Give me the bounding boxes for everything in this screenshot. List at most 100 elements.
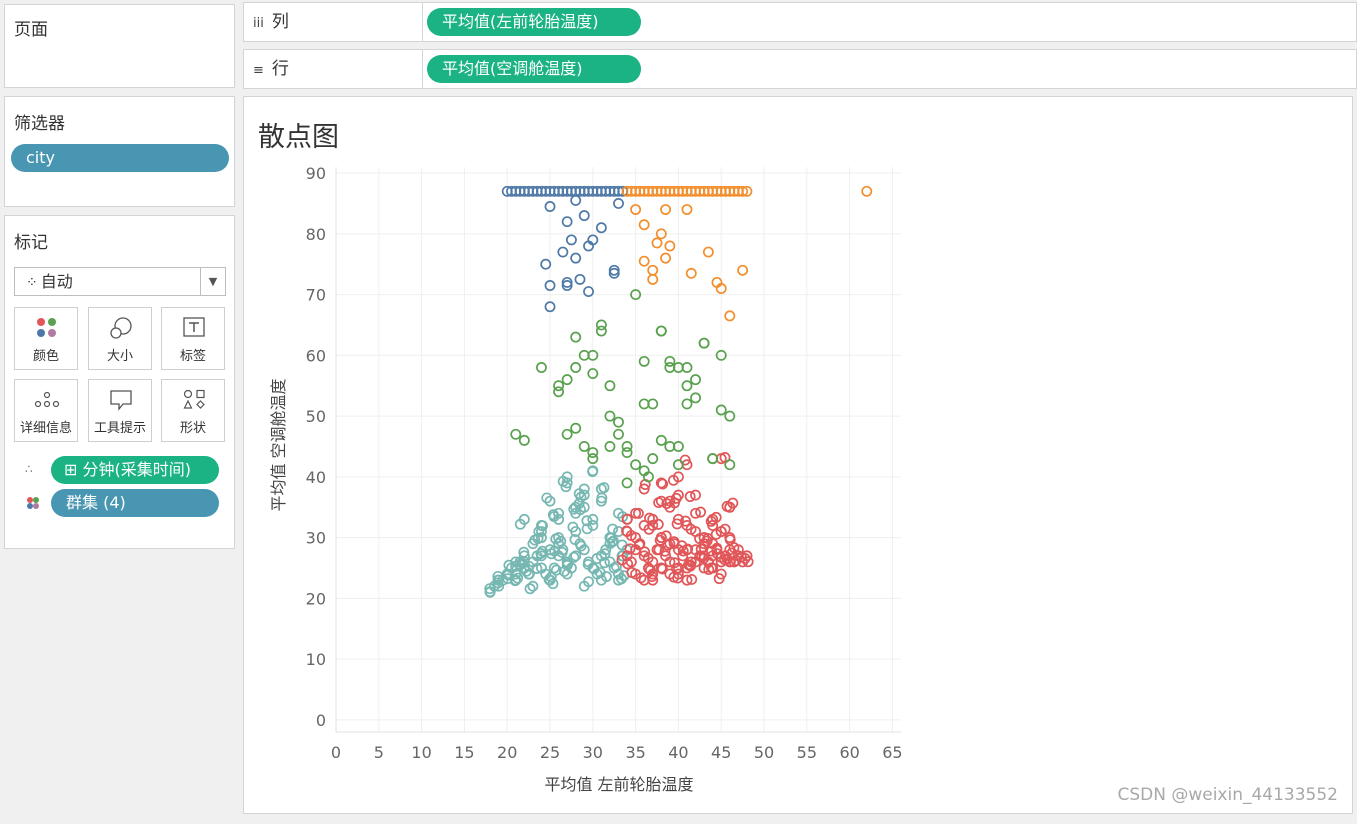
marks-panel[interactable]: 标记 ⁘ 自动 ▼ 颜色 大小 标签 详细信息 [4, 215, 235, 549]
marks-color-button[interactable]: 颜色 [14, 307, 78, 370]
scatter-point-teal [575, 540, 587, 552]
scatter-point-blue [578, 210, 590, 222]
detail-icon: ∴ [25, 462, 33, 476]
scatter-point-orange [737, 264, 749, 276]
marks-field-minute[interactable]: ⊞ 分钟(采集时间) [51, 456, 219, 484]
y-tick-label: 20 [306, 589, 326, 608]
scatter-point-green [690, 374, 701, 386]
y-tick-label: 10 [306, 650, 326, 669]
scatter-point-red [646, 571, 658, 583]
scatter-point-red [690, 507, 701, 519]
scatter-point-blue [570, 194, 582, 206]
scatter-point-green [715, 349, 727, 361]
scatter-point-teal [575, 491, 587, 503]
scatter-point-red [662, 539, 674, 551]
rows-shelf-label: ≡ 行 [244, 50, 423, 88]
scatter-point-orange [651, 237, 663, 249]
scatter-point-orange [630, 204, 642, 215]
x-tick-label: 45 [711, 743, 731, 762]
chevron-down-icon[interactable]: ▼ [200, 268, 225, 295]
scatter-point-teal [581, 515, 593, 527]
scatter-point-green [587, 368, 599, 380]
mark-type-dropdown[interactable]: ⁘ 自动 ▼ [14, 267, 226, 296]
scatter-point-red [624, 543, 636, 555]
scatter-point-blue [608, 267, 620, 279]
scatter-point-orange [660, 204, 672, 215]
scatter-point-teal [569, 534, 581, 545]
y-tick-label: 80 [306, 225, 326, 244]
scatter-point-blue [561, 276, 573, 288]
scatter-point-green [595, 325, 607, 337]
scatter-point-teal [535, 548, 547, 559]
y-tick-label: 90 [306, 164, 326, 183]
scatter-point-red [669, 557, 680, 569]
scatter-point-green [613, 428, 624, 440]
view-panel[interactable]: 散点图 0 5 10 15 20 25 30 35 40 45 50 55 60 65 0 10 20 30 40 5… [243, 96, 1353, 814]
scatter-point-orange [655, 228, 667, 240]
scatter-point-teal [556, 546, 568, 558]
scatter-point-green [604, 380, 616, 392]
shape-icon [183, 389, 205, 409]
scatter-point-teal [598, 482, 610, 494]
marks-tooltip-button[interactable]: 工具提示 [88, 379, 152, 442]
scatter-point-blue [583, 286, 594, 297]
marks-field-cluster[interactable]: 群集 (4) [51, 489, 219, 517]
scatter-point-teal [516, 557, 528, 569]
scatter-chart[interactable]: 0 5 10 15 20 25 30 35 40 45 50 55 60 65 0 10 20 30 40 50 60 7… [244, 97, 1352, 813]
scatter-point-red [632, 507, 644, 519]
scatter-point-red [682, 543, 694, 555]
scatter-point-red [655, 477, 667, 489]
scatter-point-red [653, 497, 665, 509]
marks-panel-title: 标记 [14, 233, 48, 253]
scatter-point-teal [574, 504, 586, 515]
x-tick-label: 35 [625, 743, 645, 762]
scatter-point-red [652, 518, 664, 530]
scatter-point-green [630, 459, 642, 471]
size-icon [110, 317, 132, 339]
columns-shelf[interactable]: iii 列 平均值(左前轮胎温度) [243, 2, 1357, 42]
scatter-point-teal [492, 570, 504, 582]
scatter-point-teal [523, 568, 535, 580]
marks-size-button[interactable]: 大小 [88, 307, 152, 370]
scatter-point-red [711, 548, 723, 560]
x-axis-title: 平均值 左前轮胎温度 [544, 775, 693, 794]
scatter-point-blue [570, 252, 582, 264]
scatter-point-red [721, 500, 733, 512]
scatter-point-green [604, 441, 616, 452]
scatter-point-green [570, 422, 582, 434]
rows-pill[interactable]: 平均值(空调舱温度) [427, 55, 641, 83]
marks-label-button[interactable]: 标签 [161, 307, 225, 370]
scatter-point-green [604, 410, 616, 422]
scatter-point-teal [568, 503, 580, 515]
scatter-point-green [681, 398, 693, 410]
scatter-point-green [621, 477, 633, 489]
marks-shape-button[interactable]: 形状 [161, 379, 225, 442]
x-tick-label: 20 [497, 743, 517, 762]
scatter-point-red [685, 523, 697, 535]
scatter-point-teal [529, 534, 541, 546]
scatter-point-teal [610, 561, 622, 572]
scatter-point-green [724, 410, 736, 422]
marks-detail-button[interactable]: 详细信息 [14, 379, 78, 442]
rows-shelf[interactable]: ≡ 行 平均值(空调舱温度) [243, 49, 1357, 89]
scatter-point-blue [583, 240, 594, 252]
scatter-point-red [655, 562, 667, 574]
scatter-point-teal [509, 575, 521, 587]
scatter-point-green [536, 362, 547, 373]
x-tick-label: 55 [797, 743, 817, 762]
filters-panel-title: 筛选器 [14, 114, 65, 134]
scatter-point-red [713, 573, 725, 585]
scatter-point-red [670, 492, 682, 504]
x-tick-label: 30 [583, 743, 603, 762]
filter-pill-city[interactable]: city [11, 144, 229, 172]
scatter-point-green [621, 447, 633, 458]
scatter-point-red [654, 534, 666, 546]
scatter-point-green [621, 441, 633, 452]
scatter-point-red [625, 530, 637, 542]
pages-panel[interactable]: 页面 [4, 4, 235, 88]
scatter-point-red [706, 545, 718, 557]
y-tick-label: 40 [306, 468, 326, 487]
filters-panel[interactable]: 筛选器 city [4, 96, 235, 207]
scatter-point-blue [544, 301, 556, 313]
columns-pill[interactable]: 平均值(左前轮胎温度) [427, 8, 641, 36]
